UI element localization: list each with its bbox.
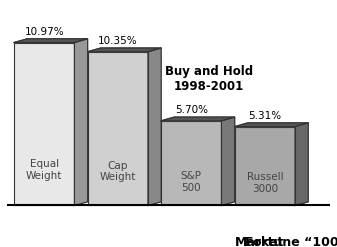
Text: 5.31%: 5.31% [248, 111, 281, 121]
Polygon shape [148, 48, 161, 206]
Polygon shape [74, 39, 88, 206]
Polygon shape [14, 39, 88, 42]
Text: Russell
3000: Russell 3000 [246, 172, 283, 194]
Text: 5.70%: 5.70% [175, 105, 208, 115]
Bar [14, 42, 74, 206]
Polygon shape [88, 48, 161, 52]
Text: Equal
Weight: Equal Weight [26, 160, 62, 181]
Text: Cap
Weight: Cap Weight [99, 161, 136, 183]
Bar [235, 127, 295, 206]
Polygon shape [221, 117, 235, 206]
Polygon shape [295, 123, 308, 206]
Bar [88, 52, 148, 206]
Text: S&P
500: S&P 500 [181, 171, 202, 193]
Polygon shape [235, 123, 308, 127]
Text: 10.35%: 10.35% [98, 36, 137, 46]
Text: Market: Market [235, 236, 284, 247]
Text: 10.97%: 10.97% [24, 27, 64, 37]
Text: Fortune “100 Best”: Fortune “100 Best” [245, 236, 337, 247]
Text: Buy and Hold
1998-2001: Buy and Hold 1998-2001 [165, 65, 253, 93]
Polygon shape [161, 117, 235, 121]
Bar [161, 121, 221, 206]
